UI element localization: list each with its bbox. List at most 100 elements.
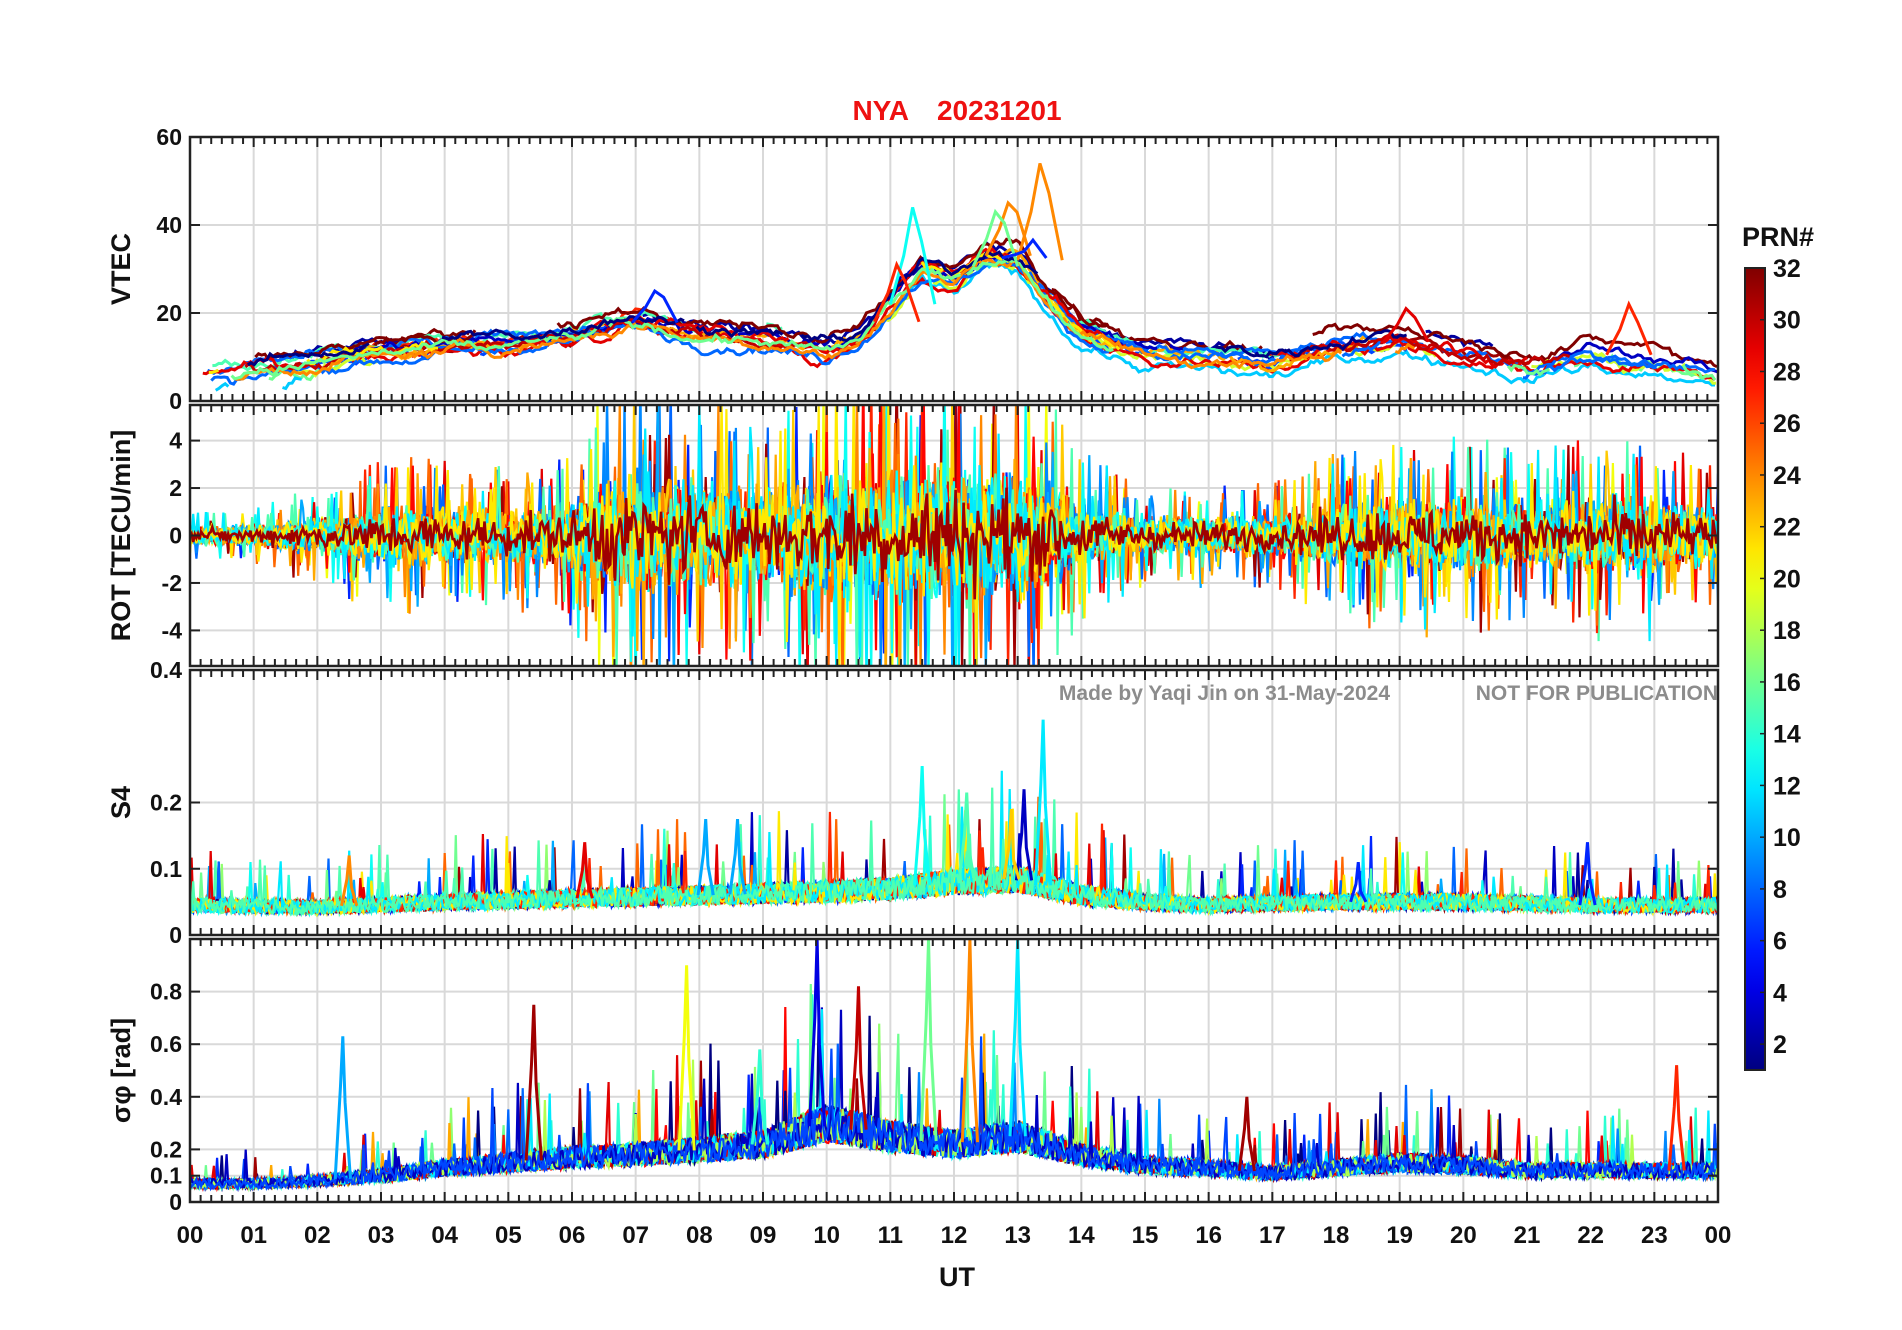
y-axis-label-s4: S4 [106, 786, 136, 819]
x-tick-label: 19 [1386, 1222, 1413, 1249]
y-tick-label: 40 [156, 212, 182, 238]
sigma_phi-peak [677, 965, 696, 1151]
x-tick-label: 14 [1068, 1222, 1095, 1249]
y-tick-label: 0.1 [150, 856, 182, 882]
colorbar-tick-label: 12 [1773, 772, 1801, 800]
s4-peak [696, 818, 715, 896]
x-tick-label: 09 [750, 1222, 777, 1249]
s4-peak [1002, 809, 1021, 880]
x-tick-label: 16 [1195, 1222, 1222, 1249]
sigma_phi-peak [333, 1036, 352, 1179]
s4-peak [575, 842, 594, 899]
x-tick-label: 01 [240, 1222, 267, 1249]
colorbar-tick-label: 24 [1773, 462, 1801, 490]
colorbar-tick-label: 16 [1773, 669, 1801, 697]
x-axis: 00 01 02 03 04 05 06 07 08 09 10 11 12 13 14 15 16 17 18 19… [177, 1222, 1732, 1249]
x-tick-label: 12 [941, 1222, 968, 1249]
s4-peak [728, 818, 747, 895]
x-tick-label: 22 [1577, 1222, 1604, 1249]
vtec-trace [214, 261, 1715, 392]
sigma_phi-trace [190, 1036, 1718, 1192]
chart-title: NYA 20231201 [852, 95, 1061, 126]
watermark-author: Made by Yaqi Jin on 31-May-2024 [1059, 682, 1390, 705]
y-axis-label-sigma_phi: σφ [rad] [106, 1018, 136, 1123]
vtec-peak [984, 200, 1032, 257]
vtec-peak [1001, 237, 1048, 260]
y-axis-label-rot: ROT [TECU/min] [106, 430, 136, 641]
colorbar-label: PRN# [1742, 222, 1814, 252]
vtec-peak [1605, 300, 1653, 356]
watermark-notice: NOT FOR PUBLICATION [1476, 682, 1718, 705]
y-tick-label: 0 [169, 388, 182, 414]
ticks-rot [189, 405, 1719, 666]
traces-s4 [190, 719, 1718, 918]
x-tick-label: 05 [495, 1222, 522, 1249]
x-tick-label: 21 [1514, 1222, 1541, 1249]
s4-peak [1578, 842, 1597, 906]
vtec-peak [1382, 306, 1430, 343]
title-station: NYA [852, 95, 909, 126]
colorbar-tick-label: 26 [1773, 410, 1801, 438]
ticks-s4 [189, 670, 1719, 935]
sigma_phi-peak [1008, 939, 1027, 1137]
y-tick-label: 0 [169, 1189, 182, 1215]
traces-vtec [202, 162, 1718, 392]
ticks-sigma_phi [189, 939, 1719, 1202]
colorbar-tick-label: 20 [1773, 565, 1801, 593]
x-tick-label: 17 [1259, 1222, 1286, 1249]
vtec-trace [247, 250, 1408, 367]
y-tick-label: 0.1 [150, 1163, 182, 1189]
x-tick-label: 08 [686, 1222, 713, 1249]
sigma_phi-peak [750, 1049, 769, 1145]
y-tick-label: 0.4 [150, 1084, 182, 1110]
colorbar-tick-label: 14 [1773, 721, 1801, 749]
colorbar-tick-label: 22 [1773, 514, 1801, 542]
y-tick-label: 20 [156, 300, 182, 326]
colorbar-tick-label: 10 [1773, 824, 1801, 852]
y-tick-label: 0.6 [150, 1031, 182, 1057]
x-tick-label: 07 [622, 1222, 649, 1249]
sigma_phi-peak [1667, 1065, 1686, 1171]
s4-peak [340, 855, 359, 907]
x-tick-label: 10 [813, 1222, 840, 1249]
colorbar-tick-label: 28 [1773, 358, 1801, 386]
x-tick-label: 23 [1641, 1222, 1668, 1249]
traces-rot [190, 405, 1718, 666]
sigma_phi-peak [807, 939, 827, 1127]
x-tick-label: 06 [559, 1222, 586, 1249]
traces-sigma_phi [190, 939, 1718, 1193]
ticks-vtec [189, 137, 1719, 401]
vtec-trace [232, 257, 1416, 381]
colorbar-tick-label: 6 [1773, 928, 1787, 956]
colorbar-tick-label: 32 [1773, 255, 1801, 283]
sigma_phi-peak [1237, 1096, 1256, 1172]
y-tick-label: 0 [169, 523, 182, 549]
vtec-peak [971, 208, 1020, 268]
s4-trace [190, 812, 1718, 917]
colorbar-tick-label: 18 [1773, 617, 1801, 645]
y-tick-label: 2 [169, 475, 182, 501]
s4-peak [913, 765, 932, 886]
s4-peak [1014, 789, 1034, 881]
y-tick-label: 4 [169, 428, 182, 454]
sigma_phi-peak [524, 1004, 543, 1161]
watermark: Made by Yaqi Jin on 31-May-2024 NOT FOR … [1059, 682, 1718, 705]
panel-vtec: 0 20 40 60 VTEC [106, 124, 1720, 414]
x-tick-label: 00 [177, 1222, 204, 1249]
s4-peak [1033, 719, 1053, 886]
x-tick-label: 13 [1004, 1222, 1031, 1249]
sigma_phi-peak [849, 986, 868, 1130]
y-tick-label: 0.2 [150, 790, 182, 816]
x-tick-label: 04 [431, 1222, 458, 1249]
x-tick-label: 03 [368, 1222, 395, 1249]
y-tick-label: 0.4 [150, 657, 182, 683]
s4-trace [190, 787, 1718, 918]
y-tick-label: 0.2 [150, 1136, 182, 1162]
s4-peak [957, 792, 976, 882]
y-tick-label: 60 [156, 124, 182, 150]
vtec-peak [631, 288, 679, 324]
colorbar-tick-label: 30 [1773, 307, 1801, 335]
